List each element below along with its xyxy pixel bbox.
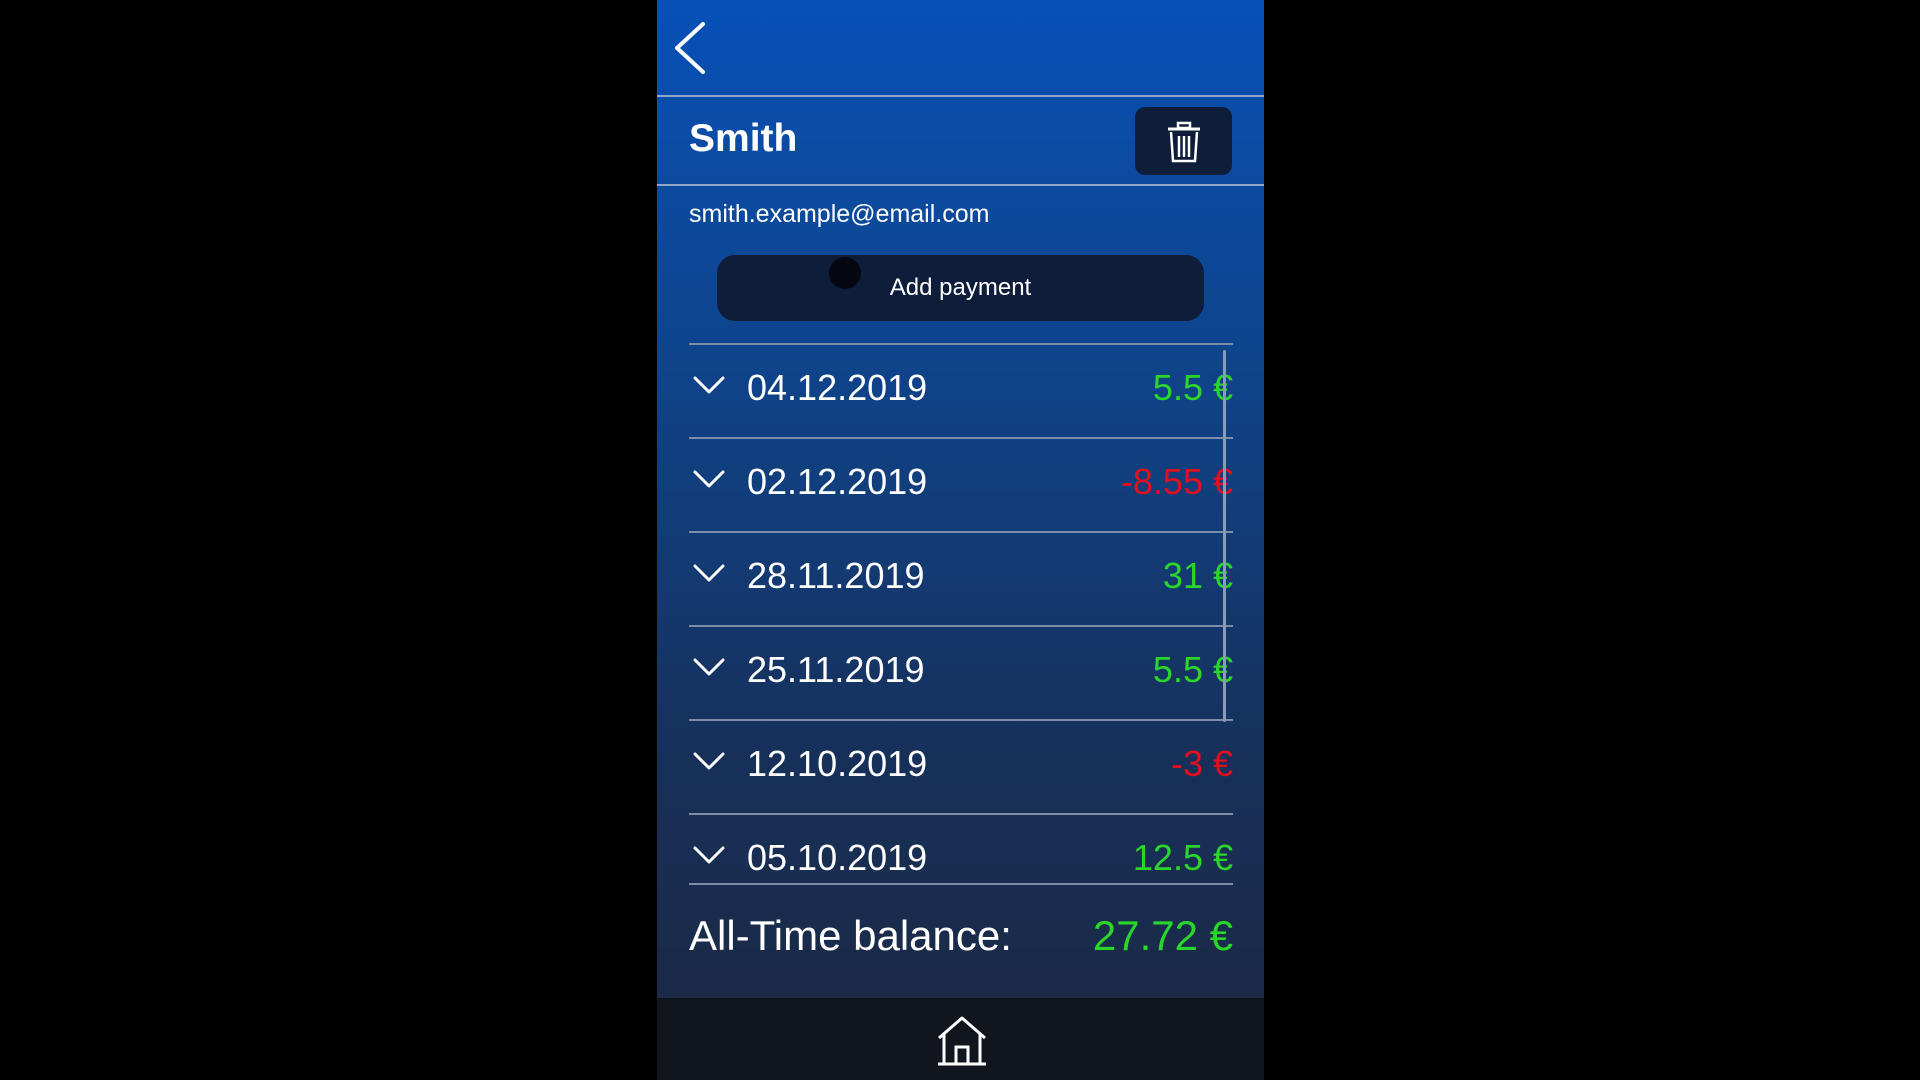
payment-amount: -8.55 € [1120,461,1233,502]
contact-name: Smith [689,117,798,160]
chevron-down-icon [693,376,725,394]
payment-date: 05.10.2019 [747,837,928,878]
chevron-down-icon [693,564,725,582]
payment-row[interactable]: 02.12.2019 -8.55 € [689,437,1233,531]
contact-email: smith.example@email.com [689,200,990,228]
trash-icon [1168,121,1200,163]
payment-amount: 5.5 € [1152,367,1233,408]
add-payment-label: Add payment [889,274,1032,301]
list-scrollbar[interactable] [1223,350,1226,722]
payment-row[interactable]: 25.11.2019 5.5 € [689,625,1233,719]
payment-amount: 12.5 € [1132,837,1233,878]
bottom-nav-bar [657,998,1264,1080]
payment-list: 04.12.2019 5.5 € 02.12.2019 -8.55 € 28.1… [689,343,1233,885]
touch-ripple [829,257,861,289]
chevron-down-icon [693,658,725,676]
payment-amount: 5.5 € [1152,649,1233,690]
chevron-left-icon [675,22,705,74]
balance-value: 27.72 € [1092,912,1233,959]
back-button[interactable] [671,18,721,78]
payment-row[interactable]: 28.11.2019 31 € [689,531,1233,625]
payment-date: 12.10.2019 [747,743,928,784]
phone-screen: Smith smith.example@email.com Add paymen… [657,0,1264,1080]
payment-row[interactable]: 04.12.2019 5.5 € [689,343,1233,437]
home-button[interactable] [935,1014,989,1068]
add-payment-button[interactable]: Add payment [717,255,1204,321]
payment-date: 04.12.2019 [747,367,928,408]
home-icon [938,1016,986,1066]
chevron-down-icon [693,846,725,864]
payment-row[interactable]: 12.10.2019 -3 € [689,719,1233,813]
payment-amount: 31 € [1162,555,1233,596]
chevron-down-icon [693,470,725,488]
top-bar [657,0,1264,97]
balance-label: All-Time balance: [689,912,1012,959]
payment-row[interactable]: 05.10.2019 12.5 € [689,813,1233,885]
chevron-down-icon [693,752,725,770]
payment-date: 25.11.2019 [747,649,925,690]
delete-contact-button[interactable] [1135,107,1232,175]
payment-amount: -3 € [1170,743,1233,784]
contact-header: Smith [657,97,1264,186]
payment-date: 28.11.2019 [747,555,925,596]
payment-date: 02.12.2019 [747,461,928,502]
